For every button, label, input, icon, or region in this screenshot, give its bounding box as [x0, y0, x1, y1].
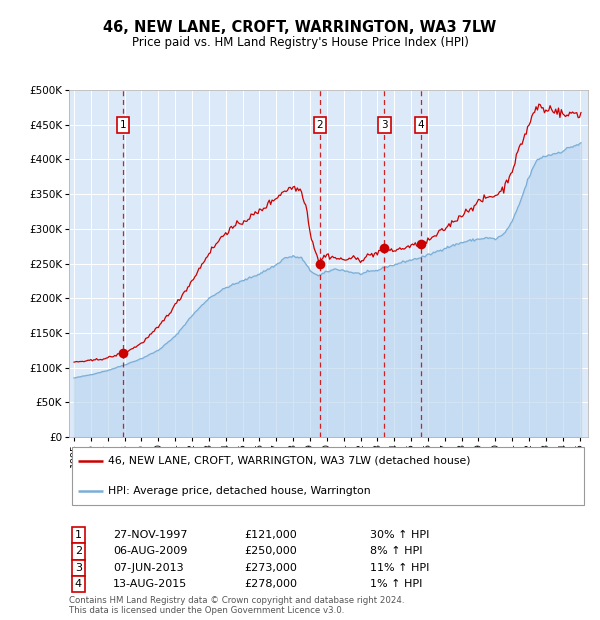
Text: 8% ↑ HPI: 8% ↑ HPI	[370, 546, 422, 556]
Text: 4: 4	[75, 579, 82, 589]
Text: 4: 4	[418, 120, 424, 130]
Text: 06-AUG-2009: 06-AUG-2009	[113, 546, 187, 556]
Text: 13-AUG-2015: 13-AUG-2015	[113, 579, 187, 589]
Text: 30% ↑ HPI: 30% ↑ HPI	[370, 530, 430, 540]
Text: 11% ↑ HPI: 11% ↑ HPI	[370, 563, 430, 573]
Text: HPI: Average price, detached house, Warrington: HPI: Average price, detached house, Warr…	[108, 486, 371, 496]
Text: 2: 2	[75, 546, 82, 556]
Text: Price paid vs. HM Land Registry's House Price Index (HPI): Price paid vs. HM Land Registry's House …	[131, 36, 469, 49]
Text: 46, NEW LANE, CROFT, WARRINGTON, WA3 7LW: 46, NEW LANE, CROFT, WARRINGTON, WA3 7LW	[103, 20, 497, 35]
Text: £121,000: £121,000	[245, 530, 298, 540]
Text: 07-JUN-2013: 07-JUN-2013	[113, 563, 184, 573]
Text: £278,000: £278,000	[244, 579, 298, 589]
Text: £273,000: £273,000	[244, 563, 298, 573]
Text: 1: 1	[120, 120, 127, 130]
Text: 46, NEW LANE, CROFT, WARRINGTON, WA3 7LW (detached house): 46, NEW LANE, CROFT, WARRINGTON, WA3 7LW…	[108, 456, 470, 466]
Text: 27-NOV-1997: 27-NOV-1997	[113, 530, 188, 540]
Text: £250,000: £250,000	[245, 546, 298, 556]
Text: 1: 1	[75, 530, 82, 540]
Text: 3: 3	[75, 563, 82, 573]
Text: Contains HM Land Registry data © Crown copyright and database right 2024.
This d: Contains HM Land Registry data © Crown c…	[69, 596, 404, 615]
FancyBboxPatch shape	[71, 446, 584, 505]
Text: 1% ↑ HPI: 1% ↑ HPI	[370, 579, 422, 589]
Text: 3: 3	[381, 120, 388, 130]
Text: 2: 2	[316, 120, 323, 130]
